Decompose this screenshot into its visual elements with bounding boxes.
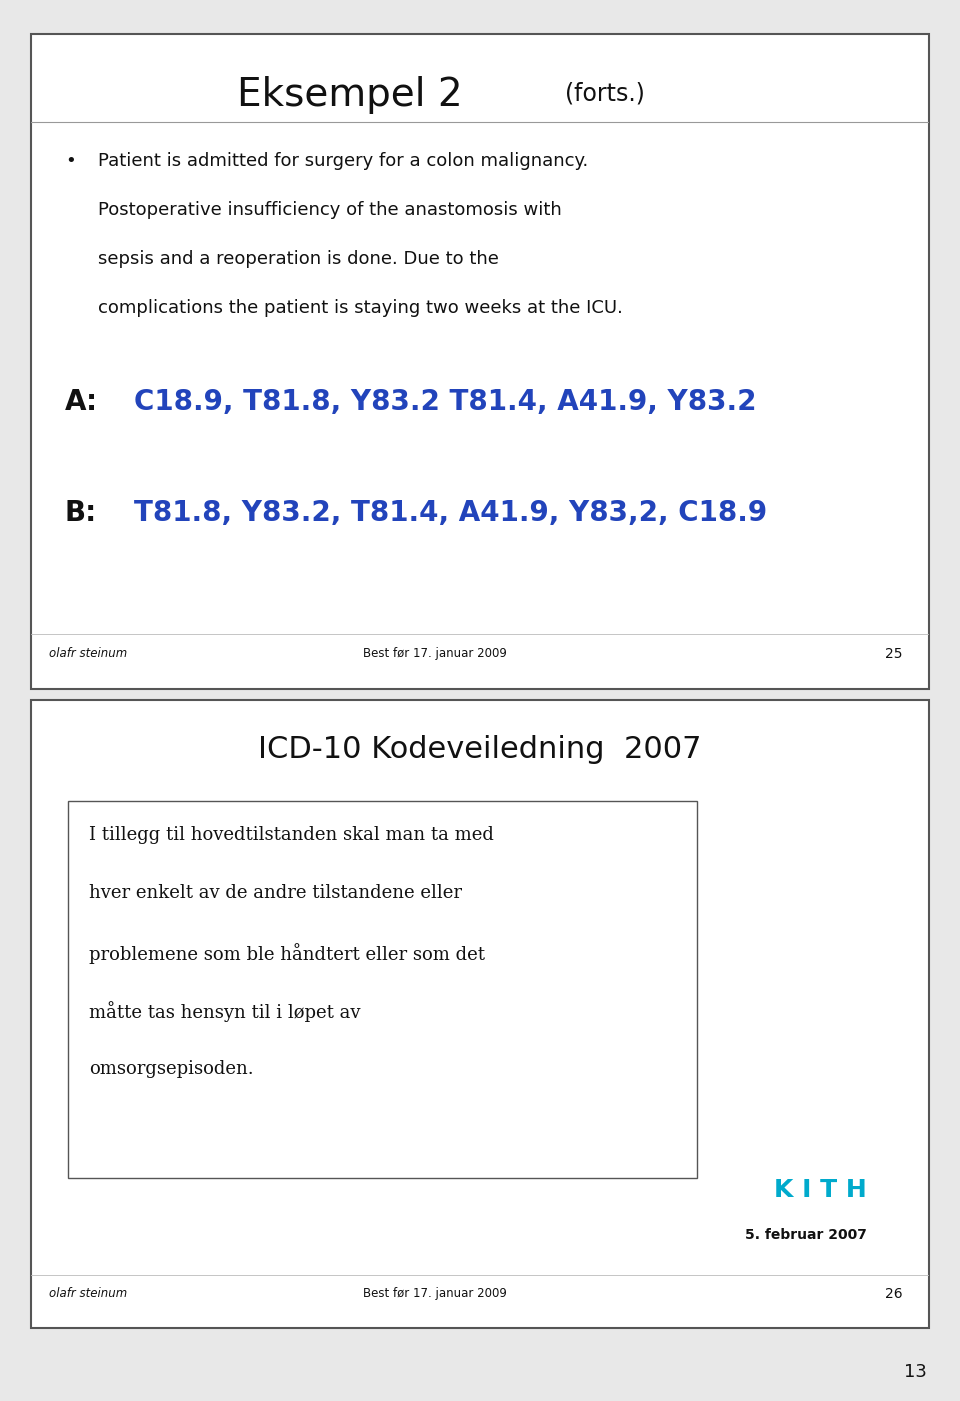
Text: problemene som ble håndtert eller som det: problemene som ble håndtert eller som de… [89, 943, 485, 964]
Text: olafr steinum: olafr steinum [49, 1288, 127, 1300]
Text: (forts.): (forts.) [565, 81, 645, 105]
Text: I tillegg til hovedtilstanden skal man ta med: I tillegg til hovedtilstanden skal man t… [89, 827, 494, 843]
Text: sepsis and a reoperation is done. Due to the: sepsis and a reoperation is done. Due to… [98, 249, 499, 268]
Text: K I T H: K I T H [774, 1177, 866, 1202]
Text: Eksempel 2: Eksempel 2 [237, 76, 463, 115]
Text: ICD-10 Kodeveiledning  2007: ICD-10 Kodeveiledning 2007 [258, 736, 702, 764]
Text: hver enkelt av de andre tilstandene eller: hver enkelt av de andre tilstandene elle… [89, 884, 462, 902]
FancyBboxPatch shape [31, 700, 929, 1328]
Text: T81.8, Y83.2, T81.4, A41.9, Y83,2, C18.9: T81.8, Y83.2, T81.4, A41.9, Y83,2, C18.9 [134, 499, 767, 527]
Text: 26: 26 [885, 1288, 902, 1302]
FancyBboxPatch shape [31, 34, 929, 689]
Text: 13: 13 [903, 1363, 926, 1381]
Text: C18.9, T81.8, Y83.2 T81.4, A41.9, Y83.2: C18.9, T81.8, Y83.2 T81.4, A41.9, Y83.2 [134, 388, 756, 416]
Text: måtte tas hensyn til i løpet av: måtte tas hensyn til i løpet av [89, 1002, 361, 1023]
Text: Best før 17. januar 2009: Best før 17. januar 2009 [363, 1288, 507, 1300]
Text: 25: 25 [885, 647, 902, 661]
Text: •: • [65, 151, 76, 170]
Text: B:: B: [65, 499, 97, 527]
Text: A:: A: [65, 388, 98, 416]
FancyBboxPatch shape [68, 801, 698, 1177]
Text: 5. februar 2007: 5. februar 2007 [745, 1227, 866, 1241]
Text: Postoperative insufficiency of the anastomosis with: Postoperative insufficiency of the anast… [98, 200, 562, 219]
Text: Best før 17. januar 2009: Best før 17. januar 2009 [363, 647, 507, 660]
Text: omsorgsepisoden.: omsorgsepisoden. [89, 1059, 253, 1077]
Text: olafr steinum: olafr steinum [49, 647, 127, 660]
Text: Patient is admitted for surgery for a colon malignancy.: Patient is admitted for surgery for a co… [98, 151, 588, 170]
Text: complications the patient is staying two weeks at the ICU.: complications the patient is staying two… [98, 300, 623, 317]
